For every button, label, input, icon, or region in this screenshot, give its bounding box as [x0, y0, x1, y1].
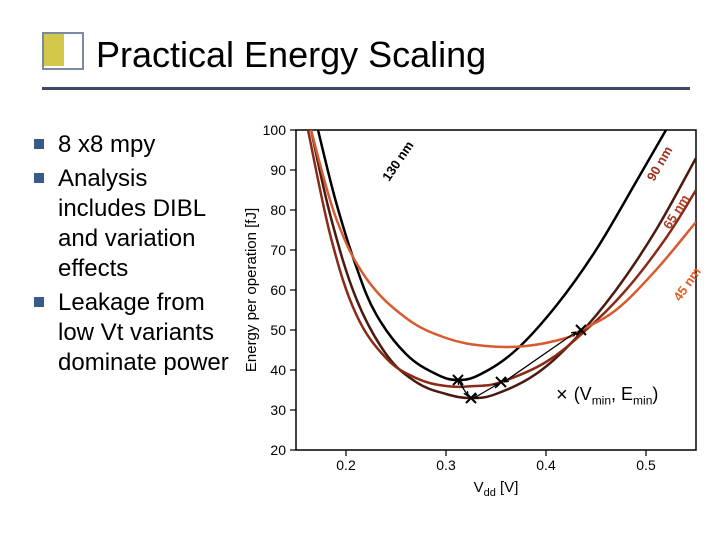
- svg-text:Energy per operation [fJ]: Energy per operation [fJ]: [243, 208, 260, 372]
- svg-text:Vdd [V]: Vdd [V]: [474, 479, 519, 499]
- svg-text:50: 50: [270, 322, 286, 338]
- list-item: 8 x8 mpy: [26, 130, 236, 160]
- title-accent-fill: [44, 34, 64, 66]
- legend-text: (Vmin, Emin): [574, 384, 659, 408]
- bullet-icon: [34, 173, 44, 183]
- content-area: 8 x8 mpy Analysis includes DIBL and vari…: [26, 120, 710, 520]
- bullet-text: 8 x8 mpy: [58, 130, 155, 160]
- bullet-list: 8 x8 mpy Analysis includes DIBL and vari…: [26, 120, 236, 520]
- svg-text:0.4: 0.4: [536, 457, 556, 473]
- list-item: Leakage from low Vt variants dominate po…: [26, 288, 236, 378]
- title-underline: [42, 87, 690, 90]
- svg-text:60: 60: [270, 282, 286, 298]
- svg-text:100: 100: [263, 122, 287, 138]
- svg-text:30: 30: [270, 402, 286, 418]
- svg-text:40: 40: [270, 362, 286, 378]
- bullet-text: Analysis includes DIBL and variation eff…: [58, 164, 236, 284]
- svg-text:20: 20: [270, 442, 286, 458]
- svg-text:0.3: 0.3: [436, 457, 456, 473]
- bullet-text: Leakage from low Vt variants dominate po…: [58, 288, 236, 378]
- bullet-icon: [34, 297, 44, 307]
- list-item: Analysis includes DIBL and variation eff…: [26, 164, 236, 284]
- svg-text:0.2: 0.2: [336, 457, 356, 473]
- slide-title-bar: Practical Energy Scaling: [42, 32, 690, 90]
- svg-text:90: 90: [270, 162, 286, 178]
- svg-text:80: 80: [270, 202, 286, 218]
- svg-text:70: 70: [270, 242, 286, 258]
- energy-scaling-chart: 0.2 0.3 0.4 0.5 20 30 40 50 60 70 80 90 100 Vdd [V] En…: [236, 120, 710, 520]
- chart-svg: 0.2 0.3 0.4 0.5 20 30 40 50 60 70 80 90 100 Vdd [V] En…: [236, 120, 706, 500]
- svg-text:0.5: 0.5: [636, 457, 656, 473]
- slide-title: Practical Energy Scaling: [96, 34, 486, 76]
- chart-legend: × (Vmin, Emin): [556, 384, 658, 408]
- legend-marker-icon: ×: [556, 384, 568, 407]
- bullet-icon: [34, 139, 44, 149]
